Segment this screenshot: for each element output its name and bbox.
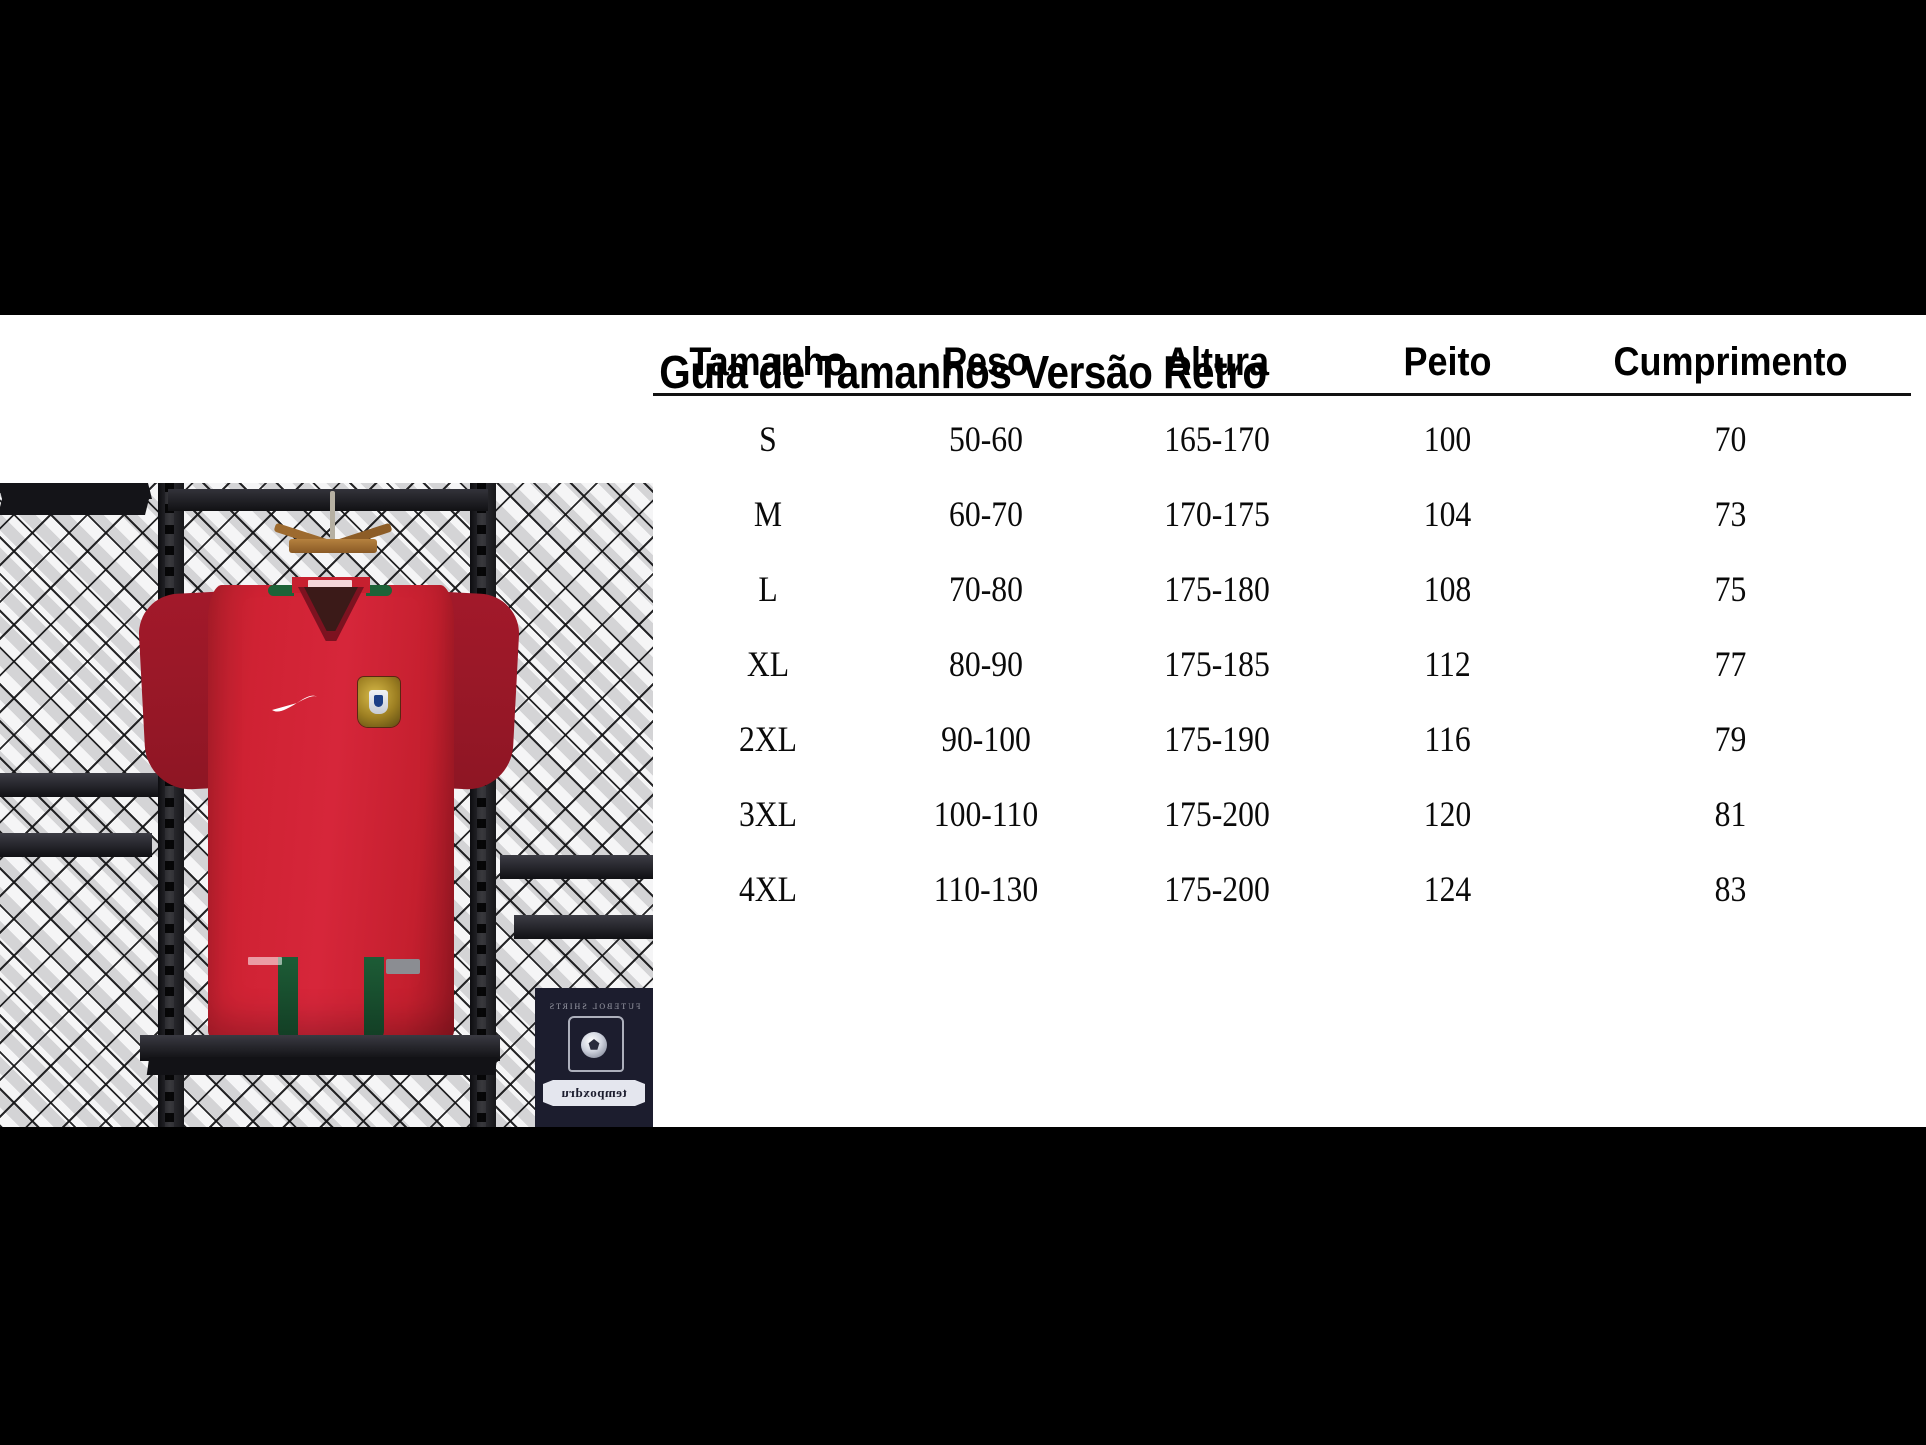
table-row: 2XL 90-100 175-190 116 79 bbox=[653, 701, 1911, 776]
bottom-shelf bbox=[140, 1035, 500, 1061]
cell-cumprimento: 75 bbox=[1714, 568, 1747, 609]
cell-altura: 175-200 bbox=[1164, 793, 1270, 834]
cell-peito: 124 bbox=[1423, 868, 1472, 909]
right-shelf-lower bbox=[514, 915, 653, 939]
cell-peso: 90-100 bbox=[941, 718, 1031, 759]
cell-cumprimento: 81 bbox=[1714, 793, 1747, 834]
watermark-banner-text: tempoxdru bbox=[561, 1085, 627, 1100]
left-shelf-lower bbox=[0, 833, 152, 857]
watermark-banner: tempoxdru bbox=[543, 1080, 645, 1106]
shelf-upright-right bbox=[470, 483, 496, 1127]
jersey-graphic bbox=[136, 575, 522, 1045]
cell-peito: 116 bbox=[1424, 718, 1471, 759]
content-band: Guia de Tamanhos Versão Retro bbox=[0, 315, 1926, 1127]
bottom-shelf-front bbox=[146, 1057, 498, 1075]
store-watermark: FUTEBOL SHIRTS tempoxdru bbox=[535, 988, 653, 1127]
size-table: Tamanho Peso Altura Peito Cumprimento S … bbox=[653, 340, 1911, 926]
table-header-row: Tamanho Peso Altura Peito Cumprimento bbox=[653, 340, 1911, 396]
cell-cumprimento: 77 bbox=[1714, 643, 1747, 684]
top-rail bbox=[168, 489, 488, 511]
right-shelf-upper bbox=[500, 855, 653, 879]
cell-peito: 100 bbox=[1423, 418, 1472, 459]
portugal-federation-crest-icon bbox=[358, 677, 400, 727]
size-table-body: S 50-60 165-170 100 70 M 60-70 170-175 1… bbox=[653, 395, 1911, 927]
cell-peito: 104 bbox=[1423, 493, 1472, 534]
cell-altura: 170-175 bbox=[1164, 493, 1270, 534]
cell-peso: 110-130 bbox=[933, 868, 1039, 909]
jersey-neck-label-mark bbox=[308, 580, 352, 589]
table-row: L 70-80 175-180 108 75 bbox=[653, 551, 1911, 626]
table-row: XL 80-90 175-185 112 77 bbox=[653, 626, 1911, 701]
left-shelf-upper bbox=[0, 773, 158, 797]
table-row: 3XL 100-110 175-200 120 81 bbox=[653, 776, 1911, 851]
size-table-wrapper: Tamanho Peso Altura Peito Cumprimento S … bbox=[653, 315, 1926, 1127]
cell-tamanho: 4XL bbox=[738, 868, 798, 909]
jersey-side-panel-right bbox=[364, 957, 384, 1041]
jersey-body bbox=[208, 585, 454, 1045]
cell-tamanho: XL bbox=[746, 643, 790, 684]
cell-cumprimento: 83 bbox=[1714, 868, 1747, 909]
cell-cumprimento: 79 bbox=[1714, 718, 1747, 759]
crest-shield bbox=[369, 690, 388, 714]
cell-tamanho: M bbox=[753, 493, 783, 534]
left-shelf-upper-front bbox=[0, 483, 152, 499]
cell-peso: 50-60 bbox=[949, 418, 1023, 459]
cell-altura: 175-200 bbox=[1164, 868, 1270, 909]
cell-peso: 70-80 bbox=[949, 568, 1023, 609]
cell-cumprimento: 70 bbox=[1714, 418, 1747, 459]
size-table-head: Tamanho Peso Altura Peito Cumprimento bbox=[653, 340, 1911, 396]
watermark-arc-text: FUTEBOL SHIRTS bbox=[547, 1002, 641, 1011]
cell-peito: 112 bbox=[1424, 643, 1471, 684]
hanger-hook-icon bbox=[330, 491, 335, 543]
column-header-cumprimento: Cumprimento bbox=[1568, 340, 1893, 396]
cell-tamanho: 2XL bbox=[738, 718, 798, 759]
dri-fit-print bbox=[248, 957, 282, 965]
column-header-peso: Peso bbox=[893, 340, 1079, 396]
column-header-altura: Altura bbox=[1101, 340, 1333, 396]
cell-tamanho: S bbox=[759, 418, 777, 459]
cell-altura: 165-170 bbox=[1164, 418, 1270, 459]
shelf-upright-left bbox=[158, 483, 184, 1127]
cell-peito: 120 bbox=[1423, 793, 1472, 834]
table-row: S 50-60 165-170 100 70 bbox=[653, 395, 1911, 477]
table-row: M 60-70 170-175 104 73 bbox=[653, 476, 1911, 551]
jersey-woven-tag bbox=[386, 959, 420, 974]
cell-altura: 175-185 bbox=[1164, 643, 1270, 684]
cell-peso: 100-110 bbox=[933, 793, 1039, 834]
column-header-peito: Peito bbox=[1355, 340, 1540, 396]
right-shelf-upper-front bbox=[0, 499, 149, 515]
soccer-ball-icon bbox=[581, 1032, 607, 1058]
cell-altura: 175-190 bbox=[1164, 718, 1270, 759]
cell-peso: 80-90 bbox=[949, 643, 1023, 684]
jersey-shoulder-accent-left bbox=[268, 585, 294, 596]
nike-swoosh-icon bbox=[272, 695, 317, 712]
tshirt-icon bbox=[568, 1016, 624, 1072]
product-photo: FUTEBOL SHIRTS tempoxdru bbox=[0, 483, 653, 1127]
hanger-bar bbox=[289, 539, 377, 553]
cell-tamanho: 3XL bbox=[738, 793, 798, 834]
cell-cumprimento: 73 bbox=[1714, 493, 1747, 534]
cell-altura: 175-180 bbox=[1164, 568, 1270, 609]
column-header-tamanho: Tamanho bbox=[664, 340, 872, 396]
cell-peso: 60-70 bbox=[949, 493, 1023, 534]
table-row: 4XL 110-130 175-200 124 83 bbox=[653, 851, 1911, 926]
jersey-shoulder-accent-right bbox=[366, 585, 392, 596]
jersey-side-panel-left bbox=[278, 957, 298, 1041]
cell-peito: 108 bbox=[1423, 568, 1472, 609]
cell-tamanho: L bbox=[758, 568, 778, 609]
